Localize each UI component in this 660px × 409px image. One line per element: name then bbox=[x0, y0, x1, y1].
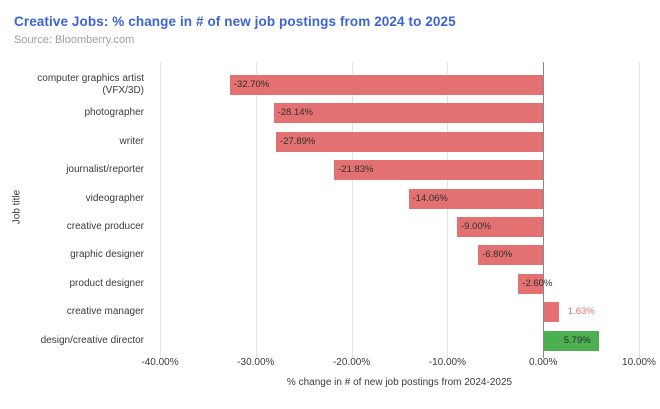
chart-source: Source: Bloomberry.com bbox=[14, 34, 135, 46]
chart-title: Creative Jobs: % change in # of new job … bbox=[14, 14, 456, 29]
gridline bbox=[351, 62, 353, 358]
bar bbox=[229, 75, 544, 95]
bar bbox=[276, 131, 544, 152]
bar-value-label: 1.63% bbox=[567, 306, 595, 318]
bar bbox=[543, 302, 559, 323]
category-label: journalist/reporter bbox=[66, 164, 144, 176]
bar bbox=[408, 188, 544, 209]
bar-value-label: -14.06% bbox=[412, 192, 448, 204]
plot-area: -32.70% -28.14% -27.89% -21.83% -14.06% -9.00… bbox=[160, 62, 652, 358]
bar-value-label: -32.70% bbox=[233, 79, 270, 90]
x-tick-label: -30.00% bbox=[237, 357, 275, 368]
bar bbox=[273, 103, 544, 124]
bar bbox=[543, 330, 599, 351]
zero-gridline bbox=[543, 62, 545, 358]
x-tick-label: -40.00% bbox=[141, 357, 179, 368]
x-axis-title: % change in # of new job postings from 2… bbox=[286, 377, 513, 388]
category-label: photographer bbox=[84, 107, 145, 119]
bar-value-label: -27.89% bbox=[280, 135, 316, 147]
category-label: writer bbox=[119, 135, 144, 147]
category-label: computer graphics artist (VFX/3D) bbox=[37, 73, 144, 96]
category-label: videographer bbox=[85, 192, 144, 204]
category-label: creative producer bbox=[66, 221, 144, 232]
bar-value-label: -21.83% bbox=[338, 164, 374, 176]
gridline bbox=[160, 62, 161, 358]
x-tick-label: -20.00% bbox=[332, 357, 371, 368]
category-axis-labels: computer graphics artist (VFX/3D) photogr… bbox=[0, 62, 152, 353]
gridline bbox=[639, 62, 640, 358]
bar bbox=[457, 217, 544, 237]
bar-value-label: -2.60% bbox=[522, 277, 553, 289]
x-tick-label: 10.00% bbox=[622, 357, 656, 368]
category-label: design/creative director bbox=[40, 334, 144, 346]
x-tick-label: 0.00% bbox=[529, 357, 558, 368]
bar bbox=[518, 273, 544, 294]
bar-value-label: -6.80% bbox=[482, 249, 513, 261]
x-tick-label: -10.00% bbox=[428, 357, 467, 368]
bar-value-label: -28.14% bbox=[277, 107, 313, 119]
bar bbox=[478, 245, 544, 266]
bar-value-label: -9.00% bbox=[461, 221, 492, 232]
x-axis-ticks: -40.00% -30.00% -20.00% -10.00% 0.00% 10.00% bbox=[141, 357, 656, 369]
bar-value-label: 5.79% bbox=[563, 334, 591, 346]
gridline bbox=[255, 62, 257, 358]
gridline bbox=[447, 62, 449, 358]
category-label: graphic designer bbox=[70, 249, 144, 261]
category-label: creative manager bbox=[66, 306, 144, 318]
bar bbox=[334, 160, 544, 181]
category-label: product designer bbox=[69, 277, 145, 289]
